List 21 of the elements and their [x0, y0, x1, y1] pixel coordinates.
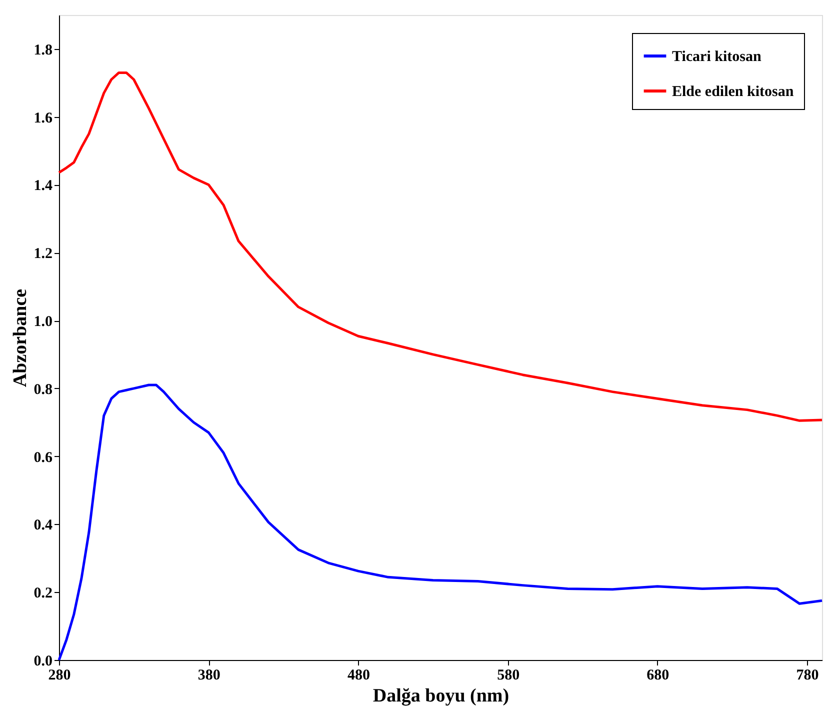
x-tick-label: 580: [497, 668, 520, 684]
y-tick-label: 0.0: [34, 654, 52, 670]
x-tick-label: 480: [347, 668, 370, 684]
x-tick-label: 280: [48, 668, 71, 684]
legend-label: Ticari kitosan: [672, 49, 762, 65]
y-axis-title: Abzorbance: [10, 288, 31, 388]
y-tick-label: 1.0: [34, 314, 52, 330]
y-tick-label: 1.8: [34, 42, 52, 58]
y-tick-label: 0.2: [34, 586, 52, 602]
legend-label: Elde edilen kitosan: [672, 84, 794, 100]
x-axis-title: Dalğa boyu (nm): [372, 686, 510, 706]
y-tick-label: 1.6: [34, 110, 53, 126]
y-tick-label: 1.4: [34, 178, 53, 194]
x-tick-label: 380: [198, 668, 220, 684]
y-tick-label: 1.2: [34, 246, 52, 262]
y-tick-label: 0.8: [34, 382, 52, 398]
x-tick-label: 780: [796, 668, 819, 684]
y-tick-label: 0.6: [34, 450, 53, 466]
x-tick-label: 680: [646, 668, 670, 684]
y-tick-label: 0.4: [34, 518, 53, 534]
line-series: [58, 71, 824, 422]
